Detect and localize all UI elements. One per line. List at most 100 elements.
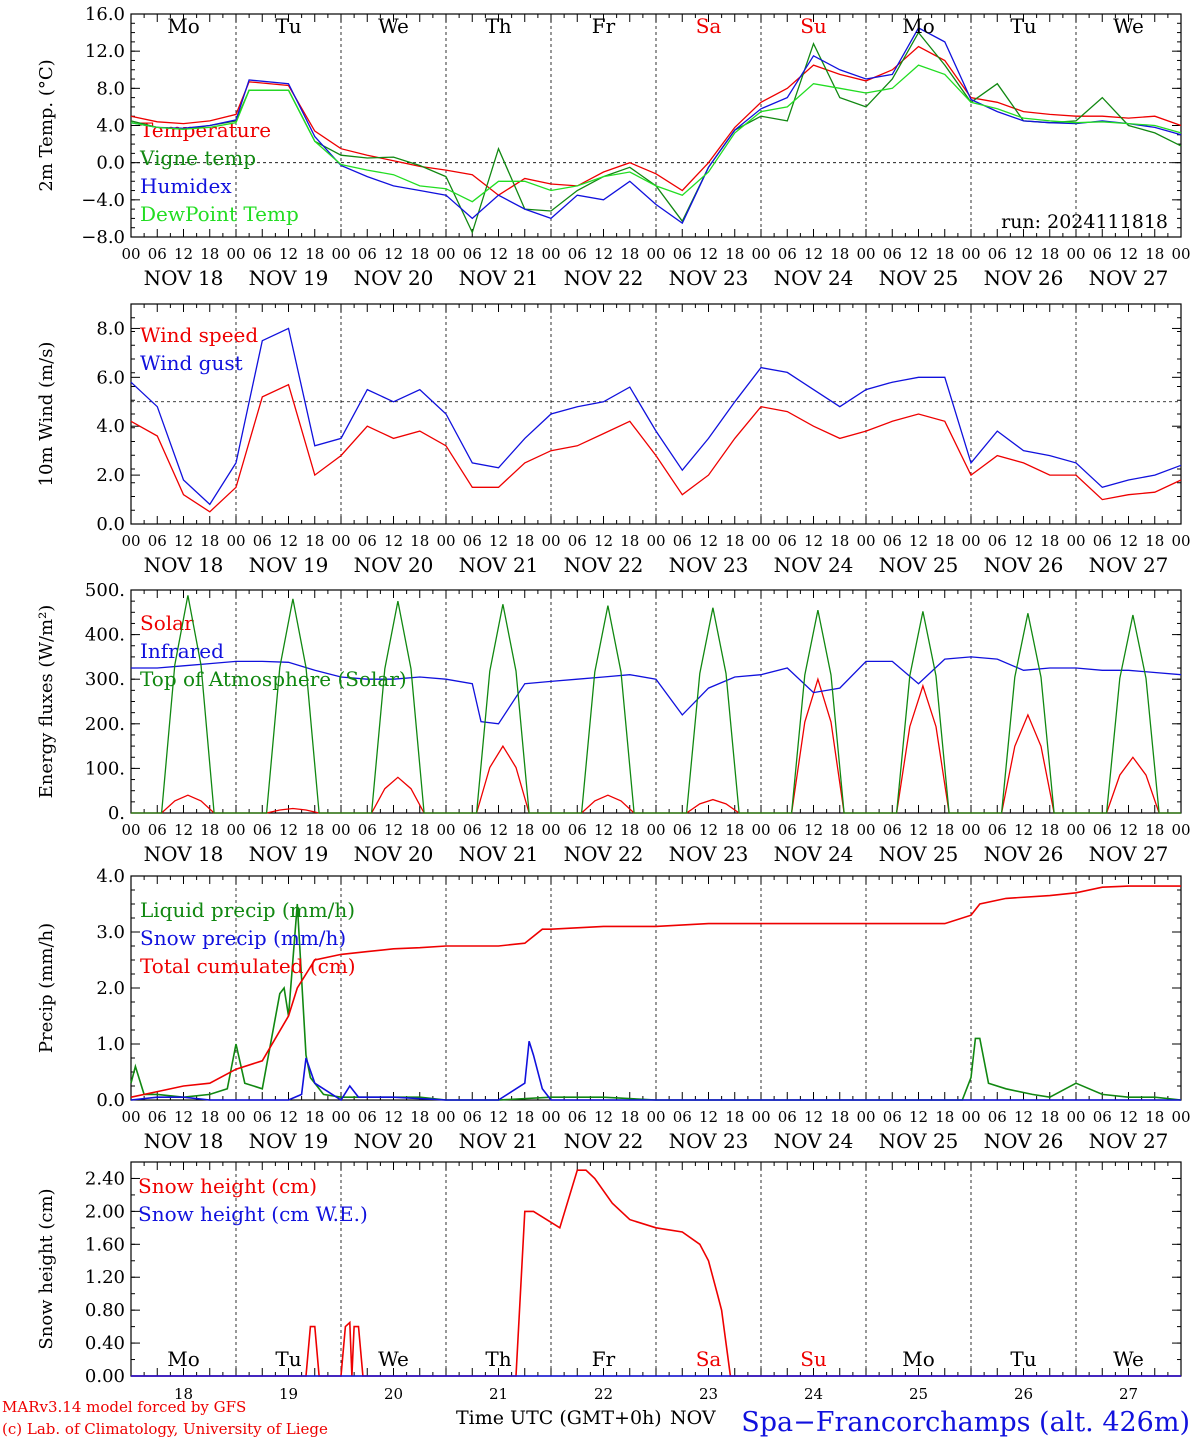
- hour-tick-label: 06: [1093, 821, 1112, 839]
- weekday-label: Sa: [696, 14, 722, 38]
- hour-tick-label: 18: [1145, 245, 1164, 263]
- y-tick-label: 4.0: [96, 866, 125, 887]
- hour-tick-label: 00: [1066, 821, 1085, 839]
- hour-tick-label: 18: [620, 821, 639, 839]
- y-tick-label: 0.00: [85, 1366, 125, 1387]
- hour-tick-label: 18: [200, 1108, 219, 1126]
- hour-tick-label: 12: [174, 1108, 193, 1126]
- hour-tick-label: 00: [751, 1108, 770, 1126]
- y-tick-label: 8.0: [96, 78, 125, 99]
- date-label: NOV 18: [144, 1129, 224, 1153]
- legend-entry: Liquid precip (mm/h): [140, 898, 355, 922]
- hour-tick-label: 06: [988, 1108, 1007, 1126]
- hour-tick-label: 18: [200, 245, 219, 263]
- date-label: NOV 22: [564, 553, 644, 577]
- series-line: [130, 383, 1182, 513]
- hour-tick-label: 18: [515, 821, 534, 839]
- hour-tick-label: 00: [646, 821, 665, 839]
- hour-tick-label: 00: [961, 532, 980, 550]
- hour-tick-label: 18: [410, 821, 429, 839]
- hour-tick-label: 12: [279, 1108, 298, 1126]
- hour-tick-label: 12: [174, 245, 193, 263]
- hour-tick-label: 18: [725, 1108, 744, 1126]
- weekday-label: Mo: [167, 1347, 200, 1371]
- hour-tick-label: 12: [279, 245, 298, 263]
- hour-tick-label: 00: [1066, 1108, 1085, 1126]
- hour-tick-label: 18: [1145, 1108, 1164, 1126]
- date-label: NOV 20: [354, 266, 434, 290]
- hour-tick-label: 06: [148, 821, 167, 839]
- weekday-label: Tu: [1010, 1347, 1036, 1371]
- hour-tick-label: 06: [148, 532, 167, 550]
- hour-tick-label: 00: [1171, 245, 1190, 263]
- hour-tick-label: 18: [515, 1108, 534, 1126]
- hour-tick-label: 18: [305, 821, 324, 839]
- hour-tick-label: 18: [1040, 1108, 1059, 1126]
- hour-tick-label: 06: [883, 1108, 902, 1126]
- hour-tick-label: 06: [568, 821, 587, 839]
- hour-tick-label: 00: [646, 1108, 665, 1126]
- date-label: NOV 18: [144, 842, 224, 866]
- y-tick-label: 0.0: [96, 1090, 125, 1111]
- y-tick-label: 2.0: [96, 465, 125, 486]
- hour-tick-label: 06: [358, 245, 377, 263]
- hour-tick-label: 12: [909, 532, 928, 550]
- hour-tick-label: 00: [226, 245, 245, 263]
- weekday-label: We: [378, 14, 409, 38]
- hour-tick-label: 00: [121, 532, 140, 550]
- legend-entry: DewPoint Temp: [140, 202, 299, 226]
- legend-entry: Solar: [140, 611, 194, 635]
- hour-tick-label: 12: [909, 821, 928, 839]
- date-label: NOV 20: [354, 553, 434, 577]
- date-label: NOV 18: [144, 266, 224, 290]
- date-label: NOV 23: [669, 266, 749, 290]
- hour-tick-label: 18: [1040, 245, 1059, 263]
- weekday-label: Sa: [696, 1347, 722, 1371]
- day-number-label: 26: [1014, 1385, 1033, 1403]
- y-tick-label: 1.60: [85, 1234, 125, 1255]
- hour-tick-label: 00: [856, 245, 875, 263]
- day-number-label: 23: [699, 1385, 718, 1403]
- hour-tick-label: 12: [489, 532, 508, 550]
- day-number-label: 27: [1119, 1385, 1138, 1403]
- hour-tick-label: 12: [594, 245, 613, 263]
- hour-tick-label: 12: [594, 821, 613, 839]
- y-tick-label: −4.0: [81, 190, 125, 211]
- hour-tick-label: 06: [358, 1108, 377, 1126]
- hour-tick-label: 12: [1119, 245, 1138, 263]
- hour-tick-label: 12: [384, 532, 403, 550]
- y-axis-label: 2m Temp. (°C): [36, 59, 57, 191]
- hour-tick-label: 00: [541, 1108, 560, 1126]
- hour-tick-label: 00: [121, 821, 140, 839]
- y-tick-label: 2.40: [85, 1168, 125, 1189]
- weekday-label: Su: [800, 1347, 827, 1371]
- hour-tick-label: 18: [935, 821, 954, 839]
- hour-tick-label: 00: [961, 245, 980, 263]
- hour-tick-label: 06: [463, 532, 482, 550]
- hour-tick-label: 12: [1119, 1108, 1138, 1126]
- y-tick-label: 0.: [108, 803, 125, 824]
- hour-tick-label: 00: [1066, 532, 1085, 550]
- y-tick-label: 0.40: [85, 1333, 125, 1354]
- hour-tick-label: 06: [253, 532, 272, 550]
- weekday-label: Fr: [592, 14, 616, 38]
- y-tick-label: 2.00: [85, 1201, 125, 1222]
- hour-tick-label: 06: [673, 532, 692, 550]
- legend-entry: Vigne temp: [139, 146, 256, 170]
- hour-tick-label: 18: [410, 1108, 429, 1126]
- date-label: NOV 27: [1089, 1129, 1169, 1153]
- hour-tick-label: 18: [620, 532, 639, 550]
- hour-tick-label: 18: [935, 245, 954, 263]
- y-tick-label: 400.: [85, 625, 125, 646]
- hour-tick-label: 06: [778, 821, 797, 839]
- hour-tick-label: 06: [778, 532, 797, 550]
- legend-entry: Total cumulated (cm): [140, 954, 356, 978]
- series-line: [130, 1040, 1181, 1102]
- y-axis-label: Energy fluxes (W/m²): [36, 605, 57, 799]
- y-axis-label: 10m Wind (m/s): [36, 342, 57, 487]
- hour-tick-label: 06: [673, 1108, 692, 1126]
- date-label: NOV 25: [879, 842, 959, 866]
- date-label: NOV 22: [564, 842, 644, 866]
- weekday-label: Mo: [902, 14, 935, 38]
